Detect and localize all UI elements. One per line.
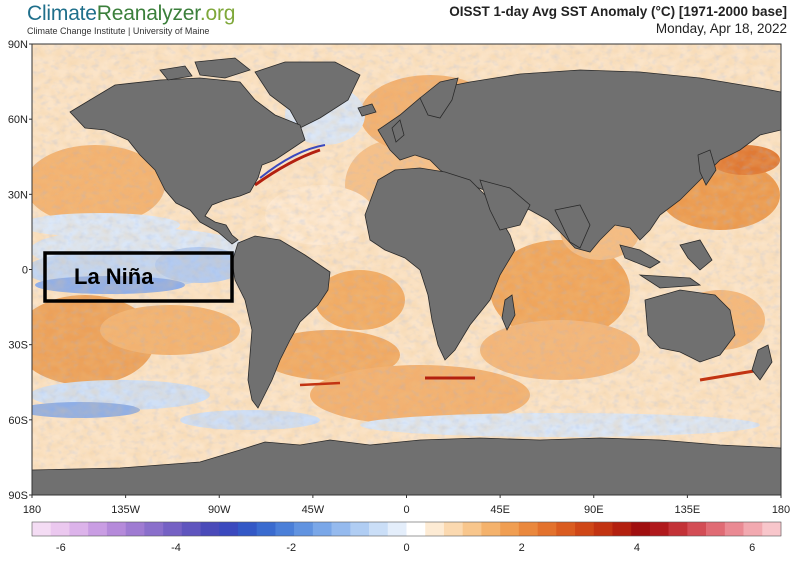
la-nina-box <box>43 251 234 303</box>
colorbar-swatch <box>575 522 595 536</box>
colorbar-swatch <box>275 522 295 536</box>
map-date: Monday, Apr 18, 2022 <box>655 21 787 36</box>
colorbar-swatch <box>219 522 239 536</box>
colorbar-swatch <box>481 522 501 536</box>
colorbar-swatch <box>106 522 126 536</box>
colorbar-swatch <box>32 522 52 536</box>
colorbar-tick-label: -4 <box>171 542 181 554</box>
colorbar-swatch <box>425 522 445 536</box>
colorbar-tick-label: 4 <box>634 542 640 554</box>
la-nina-label: La Niña <box>74 264 154 289</box>
colorbar-tick-label: 0 <box>403 542 409 554</box>
colorbar-tick-label: 6 <box>749 542 755 554</box>
colorbar-swatch <box>612 522 632 536</box>
colorbar-swatch <box>668 522 688 536</box>
colorbar-swatch <box>649 522 669 536</box>
colorbar-swatch <box>125 522 145 536</box>
lat-label: 60S <box>8 415 28 427</box>
longitude-axis: 180 135W 90W 45W 0 45E 90E 135E 180 <box>23 495 790 516</box>
colorbar-swatch <box>50 522 70 536</box>
map-title: OISST 1-day Avg SST Anomaly (°C) [1971-2… <box>449 4 787 19</box>
lon-label: 45E <box>490 504 510 516</box>
lat-label: 30N <box>8 189 28 201</box>
colorbar-swatch <box>294 522 314 536</box>
colorbar-swatch <box>500 522 520 536</box>
la-nina-callout: La Niña <box>43 251 234 303</box>
logo-reanalyzer-text: Reanalyzer <box>96 2 200 25</box>
logo-org-text: .org <box>199 2 236 25</box>
colorbar-tick-label: -2 <box>286 542 296 554</box>
colorbar-swatch <box>762 522 782 536</box>
lon-label: 0 <box>403 504 409 516</box>
lat-label: 30S <box>8 340 28 352</box>
lat-label: 0 <box>22 265 28 277</box>
colorbar-swatch <box>237 522 257 536</box>
colorbar-swatch <box>387 522 407 536</box>
lon-label: 180 <box>772 504 790 516</box>
lon-label: 90W <box>208 504 231 516</box>
colorbar-swatch <box>724 522 744 536</box>
colorbar-swatch <box>256 522 276 536</box>
latitude-axis: 90N 60N 30N 0 30S 60S 90S <box>8 39 32 502</box>
colorbar-swatch <box>181 522 201 536</box>
colorbar-swatch <box>350 522 370 536</box>
colorbar-swatch <box>537 522 557 536</box>
colorbar-swatch <box>631 522 651 536</box>
colorbar-swatch <box>88 522 108 536</box>
colorbar-swatch <box>443 522 463 536</box>
colorbar-swatch <box>406 522 426 536</box>
colorbar-tick-label: 2 <box>519 542 525 554</box>
lon-label: 180 <box>23 504 41 516</box>
landmasses <box>32 57 781 495</box>
colorbar-swatch <box>331 522 351 536</box>
logo-climate-text: Climate <box>27 2 97 25</box>
colorbar-tick-label: -6 <box>56 542 66 554</box>
colorbar-swatch <box>462 522 482 536</box>
colorbar-swatch <box>743 522 763 536</box>
lon-label: 135W <box>111 504 140 516</box>
site-logo[interactable]: ClimateReanalyzer.org <box>27 2 235 26</box>
colorbar-swatch <box>69 522 89 536</box>
colorbar: -6 -4 -2 0 2 4 6 <box>31 521 782 554</box>
ocean-anomaly-field <box>32 44 781 495</box>
colorbar-swatch <box>556 522 576 536</box>
colorbar-swatch <box>706 522 726 536</box>
lon-label: 45W <box>302 504 325 516</box>
colorbar-frame <box>31 521 782 537</box>
colorbar-swatch <box>518 522 538 536</box>
colorbar-swatch <box>369 522 389 536</box>
lat-label: 60N <box>8 114 28 126</box>
colorbar-swatch <box>163 522 183 536</box>
lon-label: 90E <box>584 504 604 516</box>
colorbar-swatch <box>144 522 164 536</box>
lat-label: 90N <box>8 39 28 51</box>
colorbar-swatch <box>687 522 707 536</box>
colorbar-swatch <box>200 522 220 536</box>
colorbar-swatch <box>312 522 332 536</box>
colorbar-swatch <box>593 522 613 536</box>
lon-label: 135E <box>675 504 701 516</box>
lat-label: 90S <box>8 490 28 502</box>
logo-subtitle: Climate Change Institute | University of… <box>27 26 210 36</box>
